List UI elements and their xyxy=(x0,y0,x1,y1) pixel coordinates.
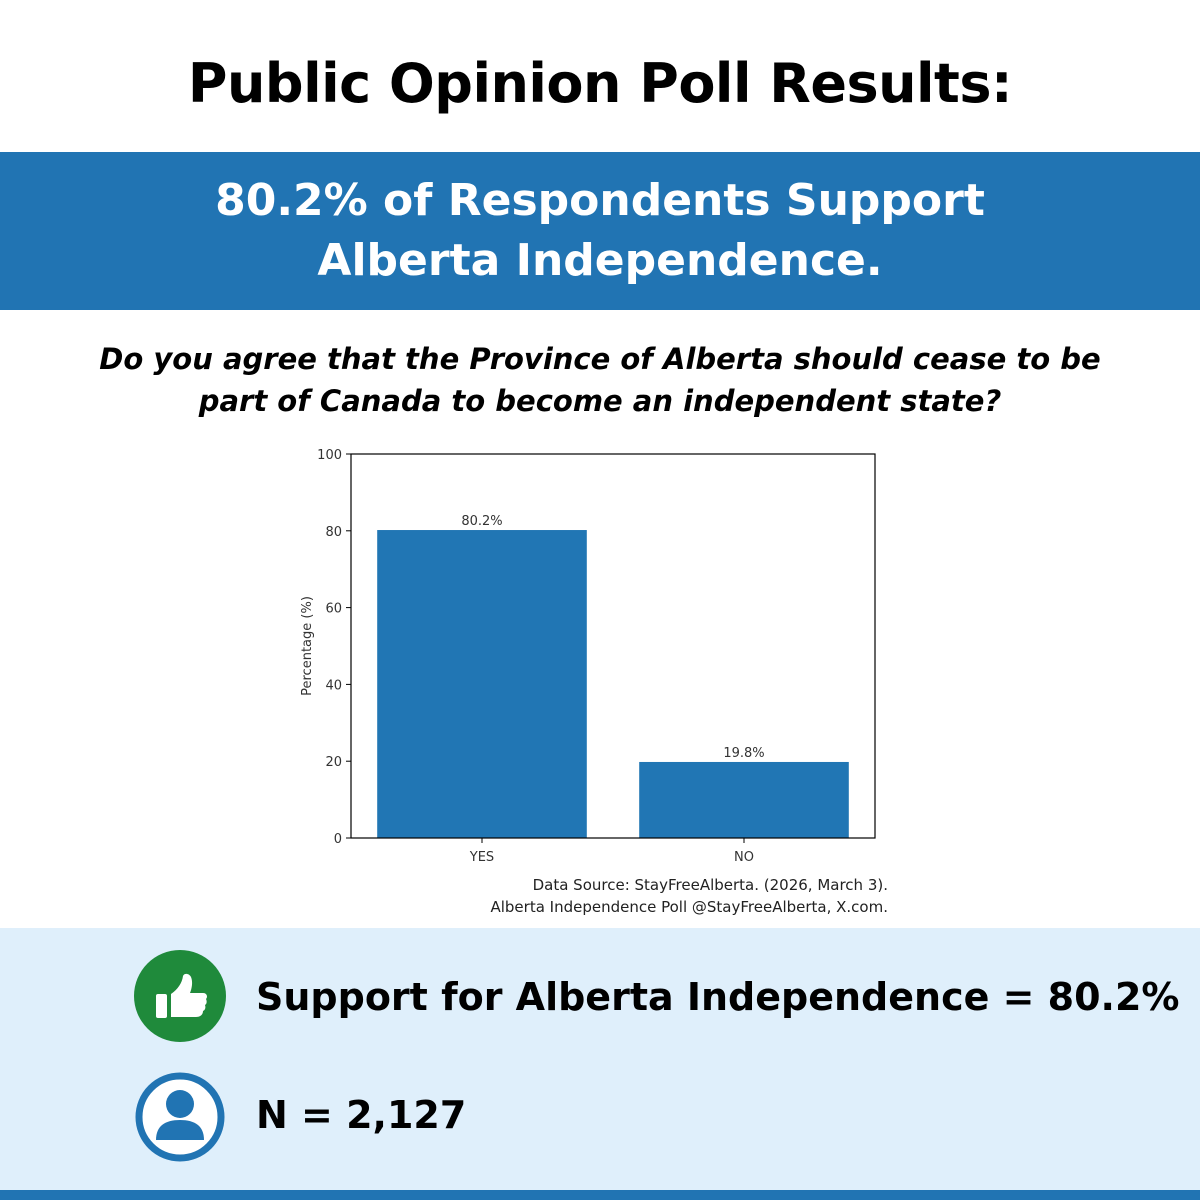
sample-size-stat: N = 2,127 xyxy=(256,1093,467,1137)
bar-yes xyxy=(377,530,587,838)
banner-line-2: Alberta Independence. xyxy=(317,235,883,286)
x-tick-label: YES xyxy=(469,850,494,865)
y-tick-label: 60 xyxy=(325,602,342,617)
question-line-2: part of Canada to become an independent … xyxy=(198,384,1002,418)
source-line-2: Alberta Independence Poll @StayFreeAlber… xyxy=(490,898,888,916)
page-title: Public Opinion Poll Results: xyxy=(187,52,1013,115)
y-tick-label: 100 xyxy=(317,448,342,463)
plot-frame xyxy=(350,453,876,839)
source-line-1: Data Source: StayFreeAlberta. (2026, Mar… xyxy=(532,876,888,894)
x-tick-label: NO xyxy=(734,850,754,865)
data-source: Data Source: StayFreeAlberta. (2026, Mar… xyxy=(490,874,888,918)
y-axis-label: Percentage (%) xyxy=(300,596,315,696)
poll-question: Do you agree that the Province of Albert… xyxy=(0,338,1200,422)
banner-line-1: 80.2% of Respondents Support xyxy=(215,175,985,226)
bar-chart: 80.2% YES 19.8% NO 0 20 40 60 80 100 Percentage (%… xyxy=(300,448,876,865)
y-tick-label: 80 xyxy=(325,525,342,540)
bar-value-label: 19.8% xyxy=(723,746,764,761)
bottom-accent-bar xyxy=(0,1190,1200,1200)
thumbs-up-icon xyxy=(134,950,226,1042)
y-tick-label: 0 xyxy=(334,832,342,847)
person-icon xyxy=(135,1072,225,1162)
y-tick-label: 40 xyxy=(325,678,342,693)
bar-no xyxy=(639,761,849,838)
headline-banner: 80.2% of Respondents Support Alberta Ind… xyxy=(0,152,1200,310)
question-line-1: Do you agree that the Province of Albert… xyxy=(99,342,1101,376)
bar-value-label: 80.2% xyxy=(461,514,502,529)
y-tick-label: 20 xyxy=(325,755,342,770)
support-stat: Support for Alberta Independence = 80.2% xyxy=(256,975,1180,1019)
